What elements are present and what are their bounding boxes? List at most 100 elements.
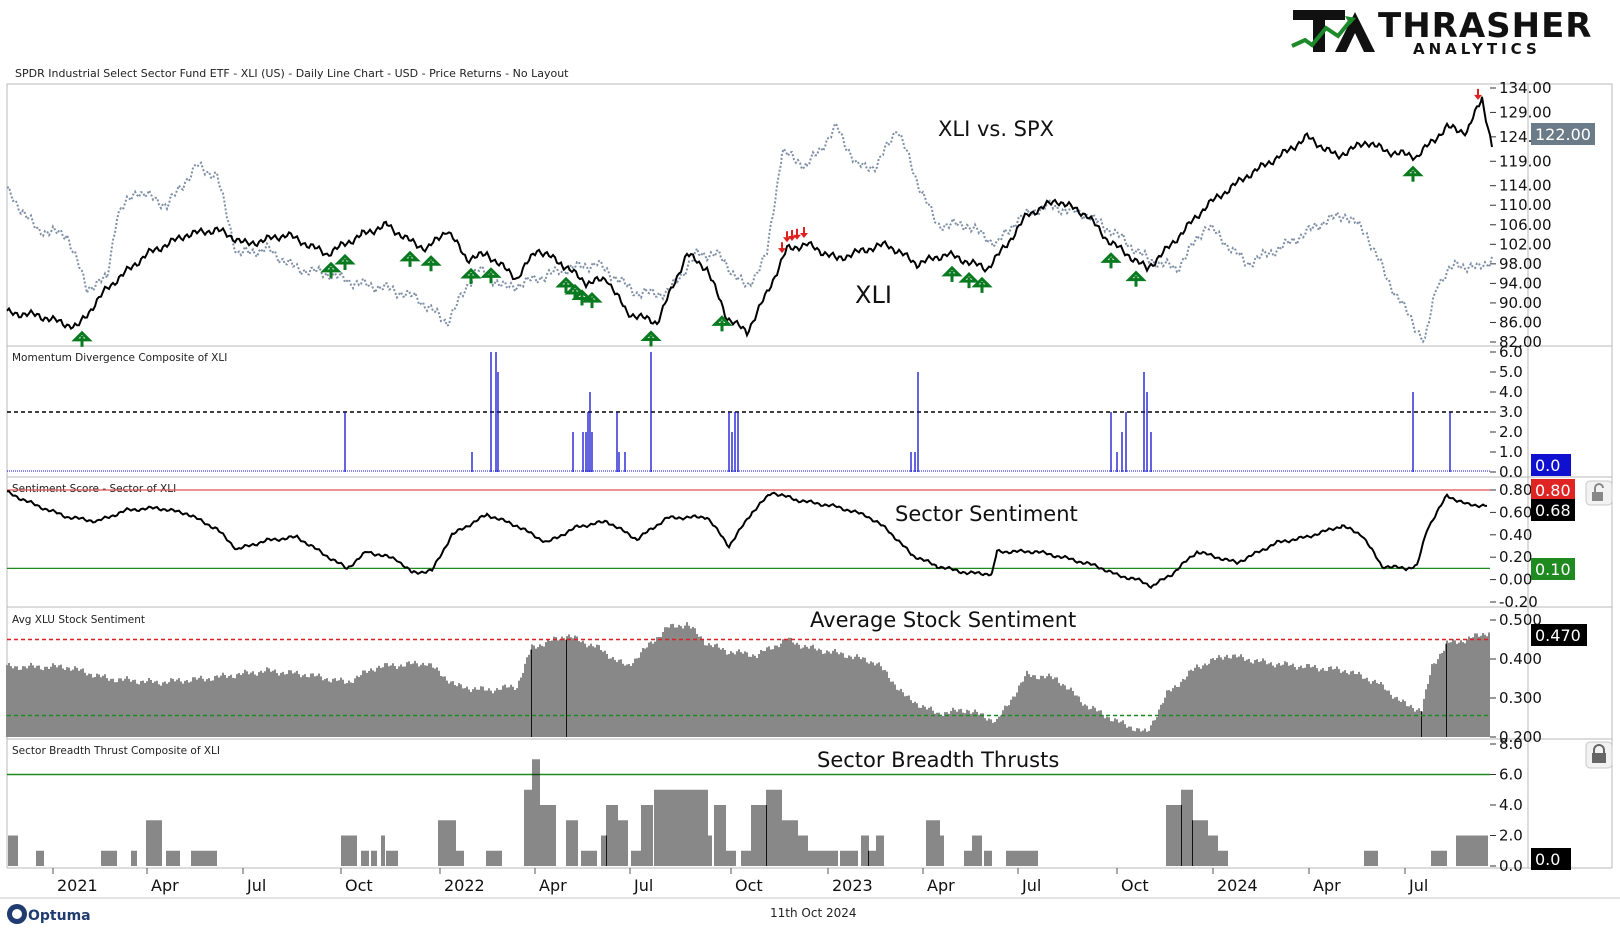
x-tick-label: Oct [1121, 876, 1149, 895]
sentiment-tick-label: 0.80 [1499, 481, 1532, 499]
up-arrow-icon [971, 276, 993, 293]
breadth-tick-label: 2.0 [1499, 827, 1523, 845]
down-arrow-head [793, 234, 801, 240]
avg-sentiment-bars [6, 622, 1490, 737]
up-arrow-head [480, 267, 502, 278]
price-tick-label: 102.00 [1499, 235, 1552, 253]
price-tick-label: 86.00 [1499, 313, 1542, 331]
price-tick-label: 90.00 [1499, 294, 1542, 312]
price-tick-label: 94.00 [1499, 274, 1542, 292]
up-arrow-icon [71, 330, 93, 347]
panel-frames [6, 83, 1613, 869]
momentum-last-badge: 0.0 [1531, 454, 1571, 476]
sentiment-axis-ticks: -0.20 0.00 0.20 0.40 0.60 0.80 [1490, 481, 1538, 611]
down-arrow-head [783, 237, 791, 243]
breadth-panel: Sector Breadth Thrust Composite of XLI 0… [7, 735, 1613, 875]
chart-subtitle: SPDR Industrial Select Sector Fund ETF -… [15, 67, 569, 80]
momentum-tick-label: 0.0 [1499, 463, 1523, 481]
up-arrow-icon [320, 261, 342, 278]
thrasher-logo: THRASHER ANALYTICS [1291, 6, 1592, 58]
x-tick-label: 2024 [1217, 876, 1258, 895]
up-arrow-head [711, 315, 733, 326]
down-arrow-head [1474, 94, 1482, 100]
price-tick-label: 106.00 [1499, 216, 1552, 234]
up-arrow-icon [460, 267, 482, 284]
sentiment-last-badge: 0.68 [1531, 499, 1575, 521]
up-arrow-head [571, 289, 593, 300]
up-arrow-icon [334, 253, 356, 271]
price-tick-label: 110.00 [1499, 196, 1552, 214]
down-arrow-head [778, 248, 786, 254]
logo-mark-icon [1291, 10, 1375, 52]
down-arrow-icon [1474, 88, 1482, 100]
momentum-title: Momentum Divergence Composite of XLI [12, 352, 227, 364]
x-tick-label: Apr [927, 876, 955, 895]
down-arrow-icon [778, 242, 786, 254]
unlock-icon[interactable] [1585, 480, 1613, 506]
sentiment-panel: Sentiment Score - Sector of XLI -0.20 0.0… [6, 479, 1613, 611]
sentiment-lower-value: 0.10 [1535, 560, 1571, 579]
annotation-average-stock-sentiment: Average Stock Sentiment [810, 608, 1076, 632]
up-arrow-icon [581, 292, 603, 309]
up-arrow-icon [555, 276, 577, 293]
sentiment-tick-label: 0.60 [1499, 503, 1532, 521]
up-arrow-icon [941, 265, 963, 282]
up-arrow-icon [399, 250, 421, 267]
momentum-tick-label: 3.0 [1499, 403, 1523, 421]
breadth-last-badge: 0.0 [1531, 848, 1571, 870]
x-tick-label: Jul [1408, 876, 1428, 895]
up-arrow-icon [1402, 165, 1424, 182]
x-tick-label: 2023 [832, 876, 873, 895]
breadth-tick-label: 8.0 [1499, 735, 1523, 753]
up-arrow-head [71, 330, 93, 342]
up-arrow-head [564, 283, 586, 295]
up-arrow-head [958, 272, 980, 283]
price-tick-label: 82.00 [1499, 333, 1542, 351]
up-arrow-head [581, 292, 603, 303]
down-arrow-icon [783, 231, 791, 243]
breadth-bars [7, 759, 1490, 866]
x-tick-label: Jul [633, 876, 653, 895]
optuma-brand-text: Optuma [28, 908, 91, 924]
down-arrow-icon [793, 228, 801, 240]
price-tick-label: 129.00 [1499, 103, 1552, 121]
sentiment-tick-label: 0.40 [1499, 526, 1532, 544]
up-arrow-head [334, 253, 356, 265]
breadth-last-value: 0.0 [1535, 850, 1560, 869]
down-arrow-head [800, 233, 808, 239]
down-arrow-icon [800, 227, 808, 239]
up-arrow-head [1100, 252, 1122, 263]
x-tick-label: Jul [1021, 876, 1041, 895]
x-tick-label: 2022 [444, 876, 485, 895]
optuma-brand: Optuma [7, 904, 91, 924]
price-tick-label: 114.00 [1499, 177, 1552, 195]
x-tick-label: Oct [345, 876, 373, 895]
breadth-tick-label: 6.0 [1499, 766, 1523, 784]
up-arrow-icon [640, 330, 662, 347]
up-arrow-icon [958, 272, 980, 289]
lock-icon[interactable] [1585, 741, 1613, 769]
footer-date: 11th Oct 2024 [770, 906, 857, 920]
momentum-tick-label: 4.0 [1499, 383, 1523, 401]
price-series [6, 96, 1493, 344]
momentum-tick-label: 6.0 [1499, 343, 1523, 361]
up-arrow-icon [571, 289, 593, 306]
down-arrow-icon [788, 229, 796, 241]
sentiment-series-line [6, 490, 1488, 590]
x-axis: 2021 Apr Jul Oct 2022 Apr Jul Oct 2023 Apr Jul Oct 2… [52, 868, 1428, 895]
x-tick-label: Apr [151, 876, 179, 895]
x-tick-label: Apr [539, 876, 567, 895]
up-arrow-icon [1125, 270, 1147, 287]
sentiment-lower-badge: 0.10 [1531, 558, 1575, 580]
annotation-sector-breadth-thrusts: Sector Breadth Thrusts [817, 748, 1059, 772]
logo-sub-text: ANALYTICS [1413, 40, 1541, 58]
annotation-xli: XLI [855, 281, 892, 309]
price-tick-label: 98.00 [1499, 255, 1542, 273]
momentum-tick-label: 2.0 [1499, 423, 1523, 441]
avg-sentiment-tick-label: 0.200 [1499, 728, 1542, 746]
sentiment-tick-label: 0.00 [1499, 571, 1532, 589]
